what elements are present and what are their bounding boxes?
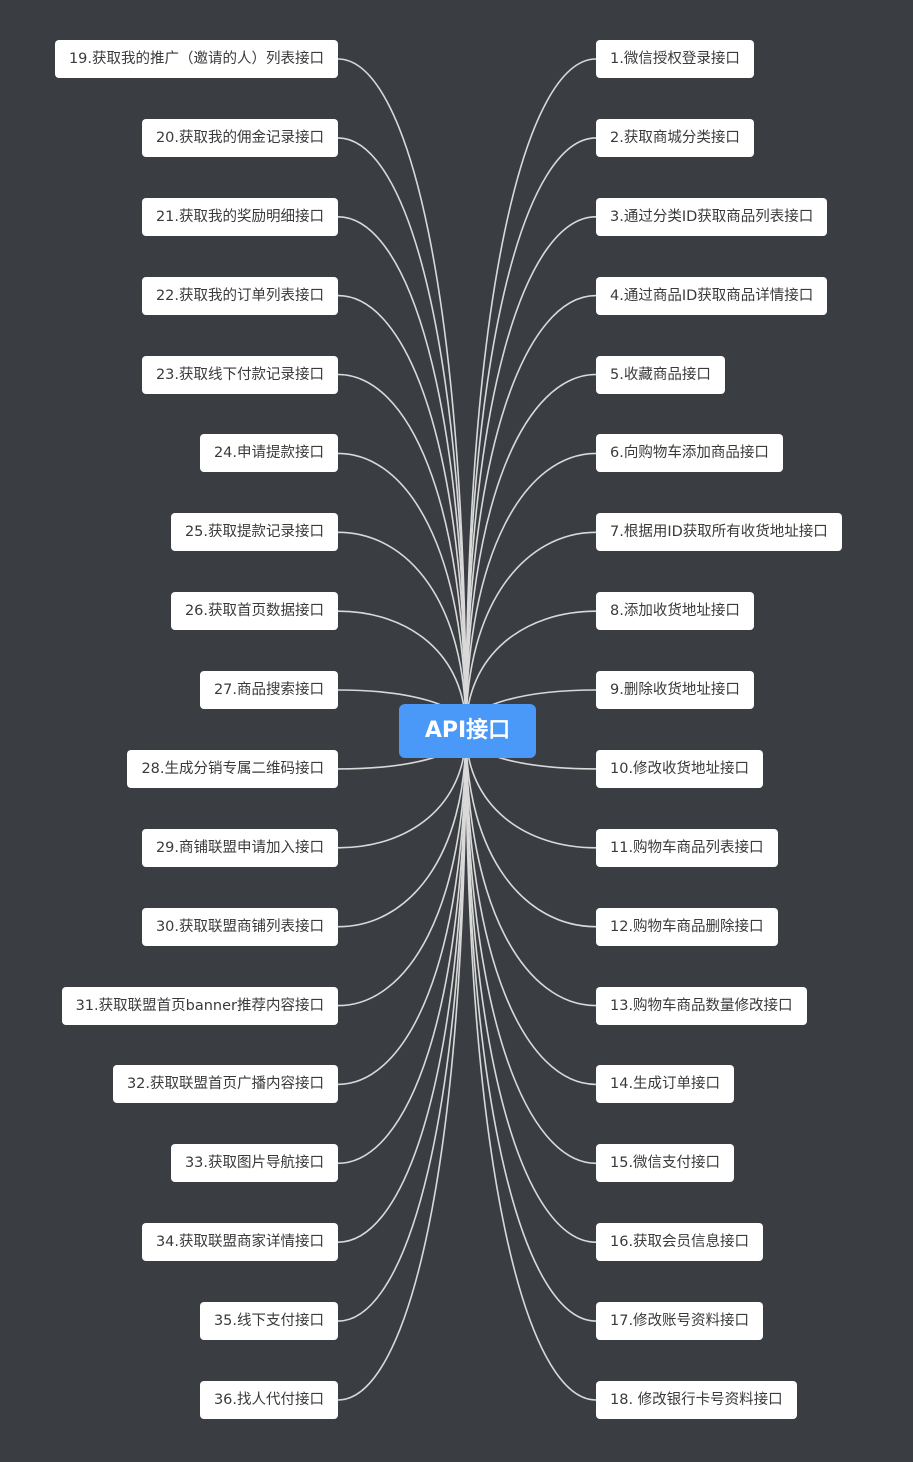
left-connector-line: [337, 730, 467, 1322]
left-branch-node[interactable]: 27.商品搜索接口: [199, 671, 338, 709]
left-branch-node[interactable]: 26.获取首页数据接口: [170, 592, 338, 631]
right-connector-line: [465, 730, 597, 928]
right-branch-node[interactable]: 1.微信授权登录接口: [596, 40, 754, 78]
right-connector-line: [465, 216, 597, 732]
left-branch-node[interactable]: 33.获取图片导航接口: [170, 1144, 338, 1183]
left-branch-node[interactable]: 29.商铺联盟申请加入接口: [141, 828, 338, 867]
left-connector-line: [337, 730, 467, 1165]
left-branch-node[interactable]: 28.生成分销专属二维码接口: [127, 749, 338, 788]
left-connector-line: [337, 373, 467, 732]
right-branch-node[interactable]: 8.添加收货地址接口: [596, 592, 754, 631]
left-branch-node[interactable]: 34.获取联盟商家详情接口: [141, 1223, 338, 1262]
right-connector-line: [465, 730, 597, 1007]
left-branch-node[interactable]: 22.获取我的订单列表接口: [141, 276, 338, 315]
right-connector-line: [465, 373, 597, 732]
right-connector-line: [465, 137, 597, 732]
right-branch-node[interactable]: 18. 修改银行卡号资料接口: [596, 1381, 797, 1419]
right-branch-node[interactable]: 16.获取会员信息接口: [596, 1223, 764, 1262]
left-branch-node[interactable]: 21.获取我的奖励明细接口: [141, 197, 338, 236]
right-branch-node[interactable]: 11.购物车商品列表接口: [596, 828, 778, 867]
right-branch-node[interactable]: 15.微信支付接口: [596, 1144, 735, 1183]
left-connector-line: [337, 531, 467, 732]
right-branch-node[interactable]: 5.收藏商品接口: [596, 355, 725, 394]
left-branch-node[interactable]: 36.找人代付接口: [199, 1381, 338, 1419]
left-connector-line: [337, 137, 467, 732]
right-connector-line: [465, 58, 597, 732]
left-connector-line: [337, 730, 467, 1086]
right-connector-line: [465, 730, 597, 1086]
left-connector-line: [337, 58, 467, 732]
left-branch-node[interactable]: 31.获取联盟首页banner推荐内容接口: [61, 986, 338, 1025]
right-branch-node[interactable]: 3.通过分类ID获取商品列表接口: [596, 197, 828, 236]
right-branch-node[interactable]: 7.根据用ID获取所有收货地址接口: [596, 513, 842, 552]
right-branch-node[interactable]: 17.修改账号资料接口: [596, 1302, 764, 1341]
left-connector-line: [337, 730, 467, 1243]
right-connector-line: [465, 531, 597, 732]
right-branch-node[interactable]: 4.通过商品ID获取商品详情接口: [596, 276, 828, 315]
right-connector-line: [465, 730, 597, 1243]
left-connector-line: [337, 730, 467, 1401]
left-connector-line: [337, 730, 467, 1007]
right-branch-node[interactable]: 14.生成订单接口: [596, 1065, 735, 1104]
right-connector-line: [465, 452, 597, 732]
right-branch-node[interactable]: 6.向购物车添加商品接口: [596, 434, 783, 473]
right-branch-node[interactable]: 13.购物车商品数量修改接口: [596, 986, 807, 1025]
right-branch-node[interactable]: 12.购物车商品删除接口: [596, 907, 778, 946]
left-branch-node[interactable]: 30.获取联盟商铺列表接口: [141, 907, 338, 946]
left-branch-node[interactable]: 19.获取我的推广（邀请的人）列表接口: [54, 40, 338, 78]
right-connector-line: [465, 730, 597, 1165]
right-branch-node[interactable]: 9.删除收货地址接口: [596, 671, 754, 709]
right-connector-line: [465, 730, 597, 1322]
left-connector-line: [337, 452, 467, 732]
left-branch-node[interactable]: 23.获取线下付款记录接口: [141, 355, 338, 394]
right-branch-node[interactable]: 10.修改收货地址接口: [596, 749, 764, 788]
left-branch-node[interactable]: 32.获取联盟首页广播内容接口: [112, 1065, 338, 1104]
left-branch-node[interactable]: 25.获取提款记录接口: [170, 513, 338, 552]
left-connector-line: [337, 294, 467, 732]
right-branch-node[interactable]: 2.获取商城分类接口: [596, 118, 754, 157]
central-topic-api[interactable]: API接口: [399, 704, 536, 758]
right-connector-line: [465, 294, 597, 732]
right-connector-line: [465, 730, 597, 1401]
left-branch-node[interactable]: 24.申请提款接口: [199, 434, 338, 473]
left-connector-line: [337, 730, 467, 928]
left-branch-node[interactable]: 20.获取我的佣金记录接口: [141, 118, 338, 157]
left-connector-line: [337, 216, 467, 732]
left-branch-node[interactable]: 35.线下支付接口: [199, 1302, 338, 1341]
